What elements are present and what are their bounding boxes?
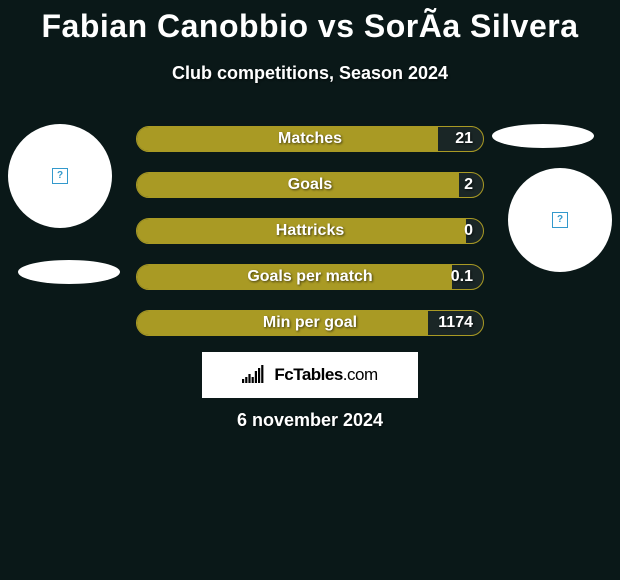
bar-chart-icon (242, 363, 268, 388)
fctables-logo: FcTables.com (202, 352, 418, 398)
stat-label: Goals per match (247, 268, 372, 286)
logo-text: FcTables.com (274, 365, 377, 385)
stat-row-hattricks: Hattricks 0 (136, 218, 484, 244)
page-title: Fabian Canobbio vs SorÃ­a Silvera (0, 0, 620, 45)
broken-image-icon: ? (552, 212, 568, 228)
stat-label: Min per goal (263, 314, 357, 332)
stat-row-matches: Matches 21 (136, 126, 484, 152)
player-right-shadow (492, 124, 594, 148)
stat-value-right: 2 (464, 176, 473, 194)
stat-value-right: 1174 (438, 314, 473, 332)
stat-row-goals: Goals 2 (136, 172, 484, 198)
stat-label: Matches (278, 130, 342, 148)
stat-value-right: 0.1 (451, 268, 473, 286)
player-left-shadow (18, 260, 120, 284)
date-label: 6 november 2024 (0, 410, 620, 431)
stat-value-right: 0 (464, 222, 473, 240)
stats-container: Matches 21 Goals 2 Hattricks 0 Goals per… (136, 126, 484, 356)
stat-label: Hattricks (276, 222, 344, 240)
stat-row-goals-per-match: Goals per match 0.1 (136, 264, 484, 290)
stat-value-right: 21 (455, 130, 473, 148)
subtitle: Club competitions, Season 2024 (0, 63, 620, 84)
stat-label: Goals (288, 176, 332, 194)
player-right-avatar: ? (508, 168, 612, 272)
player-left-avatar: ? (8, 124, 112, 228)
broken-image-icon: ? (52, 168, 68, 184)
stat-row-min-per-goal: Min per goal 1174 (136, 310, 484, 336)
